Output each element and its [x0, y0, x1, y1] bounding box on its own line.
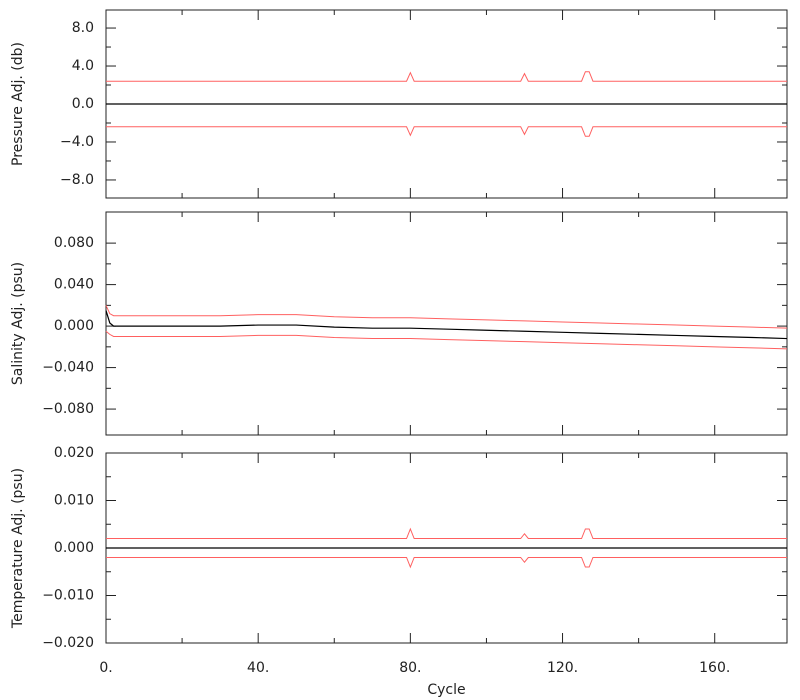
y-tick-label: −4.0	[60, 134, 94, 150]
data-line	[105, 305, 788, 329]
y-tick-label: 0.0	[72, 96, 94, 112]
y-axis-label: Pressure Adj. (db)	[10, 42, 26, 166]
x-tick-label: 160.	[699, 660, 730, 676]
y-tick-label: 0.010	[54, 493, 94, 509]
y-tick-label: −0.040	[42, 360, 94, 376]
y-axis-label: Temperature Adj. (psu)	[10, 468, 26, 629]
y-tick-label: 4.0	[72, 58, 94, 74]
y-tick-label: −0.010	[42, 588, 94, 604]
y-tick-label: −0.020	[42, 635, 94, 651]
data-line	[106, 557, 787, 569]
y-axis-label: Salinity Adj. (psu)	[10, 262, 26, 385]
y-tick-label: 0.040	[54, 277, 94, 293]
y-tick-label: 0.000	[54, 318, 94, 334]
x-tick-label: 80.	[399, 660, 421, 676]
y-tick-label: 0.020	[54, 445, 94, 461]
x-tick-label: 40.	[247, 660, 269, 676]
plot-frame	[105, 211, 788, 436]
data-line	[106, 527, 787, 539]
x-axis-label: Cycle	[427, 682, 465, 698]
data-line	[106, 126, 787, 137]
y-tick-label: 0.000	[54, 540, 94, 556]
x-tick-label: 0.	[99, 660, 112, 676]
y-tick-label: −0.080	[42, 401, 94, 417]
y-tick-label: 0.080	[54, 235, 94, 251]
x-tick-label: 120.	[547, 660, 578, 676]
y-tick-label: 8.0	[72, 20, 94, 36]
data-line	[105, 330, 788, 350]
data-line	[106, 71, 787, 82]
data-line	[105, 310, 788, 340]
y-tick-label: −8.0	[60, 172, 94, 188]
